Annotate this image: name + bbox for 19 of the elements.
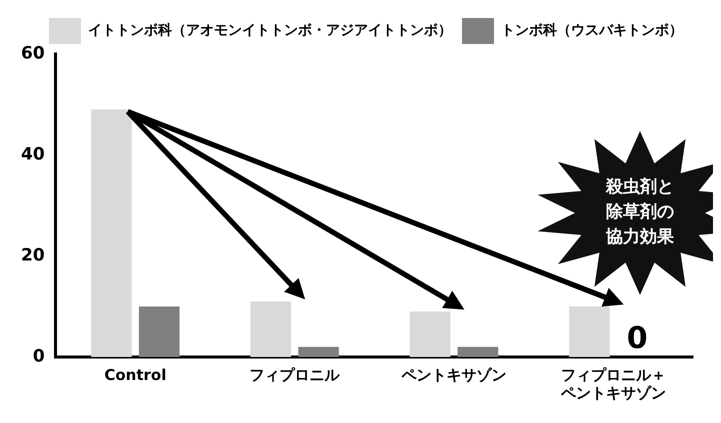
annotation: 殺虫剤と除草剤の協力効果 xyxy=(604,176,675,249)
bar xyxy=(298,346,339,357)
bar xyxy=(138,306,180,357)
legend-label: トンボ科（ウスバキトンボ） xyxy=(501,22,683,39)
bar xyxy=(91,110,132,357)
bar xyxy=(569,306,610,357)
y-tick-label: 20 xyxy=(20,245,45,266)
data-label: 0 xyxy=(626,320,648,356)
bar xyxy=(458,346,498,357)
x-tick-label: フィプロニル＋ペントキサゾン xyxy=(560,366,666,402)
y-tick-label: 0 xyxy=(32,346,45,366)
bar xyxy=(410,312,450,357)
x-tick-label: Control xyxy=(104,366,166,384)
legend-label: イトトンボ科（アオモンイトトンボ・アジアイトトンボ） xyxy=(88,22,452,39)
x-tick-label: ペントキサゾン xyxy=(400,366,506,384)
x-tick-label: フィプロニル xyxy=(250,366,341,384)
y-tick-label: 40 xyxy=(20,144,45,164)
y-tick-label: 60 xyxy=(20,43,45,64)
bar xyxy=(250,301,292,357)
